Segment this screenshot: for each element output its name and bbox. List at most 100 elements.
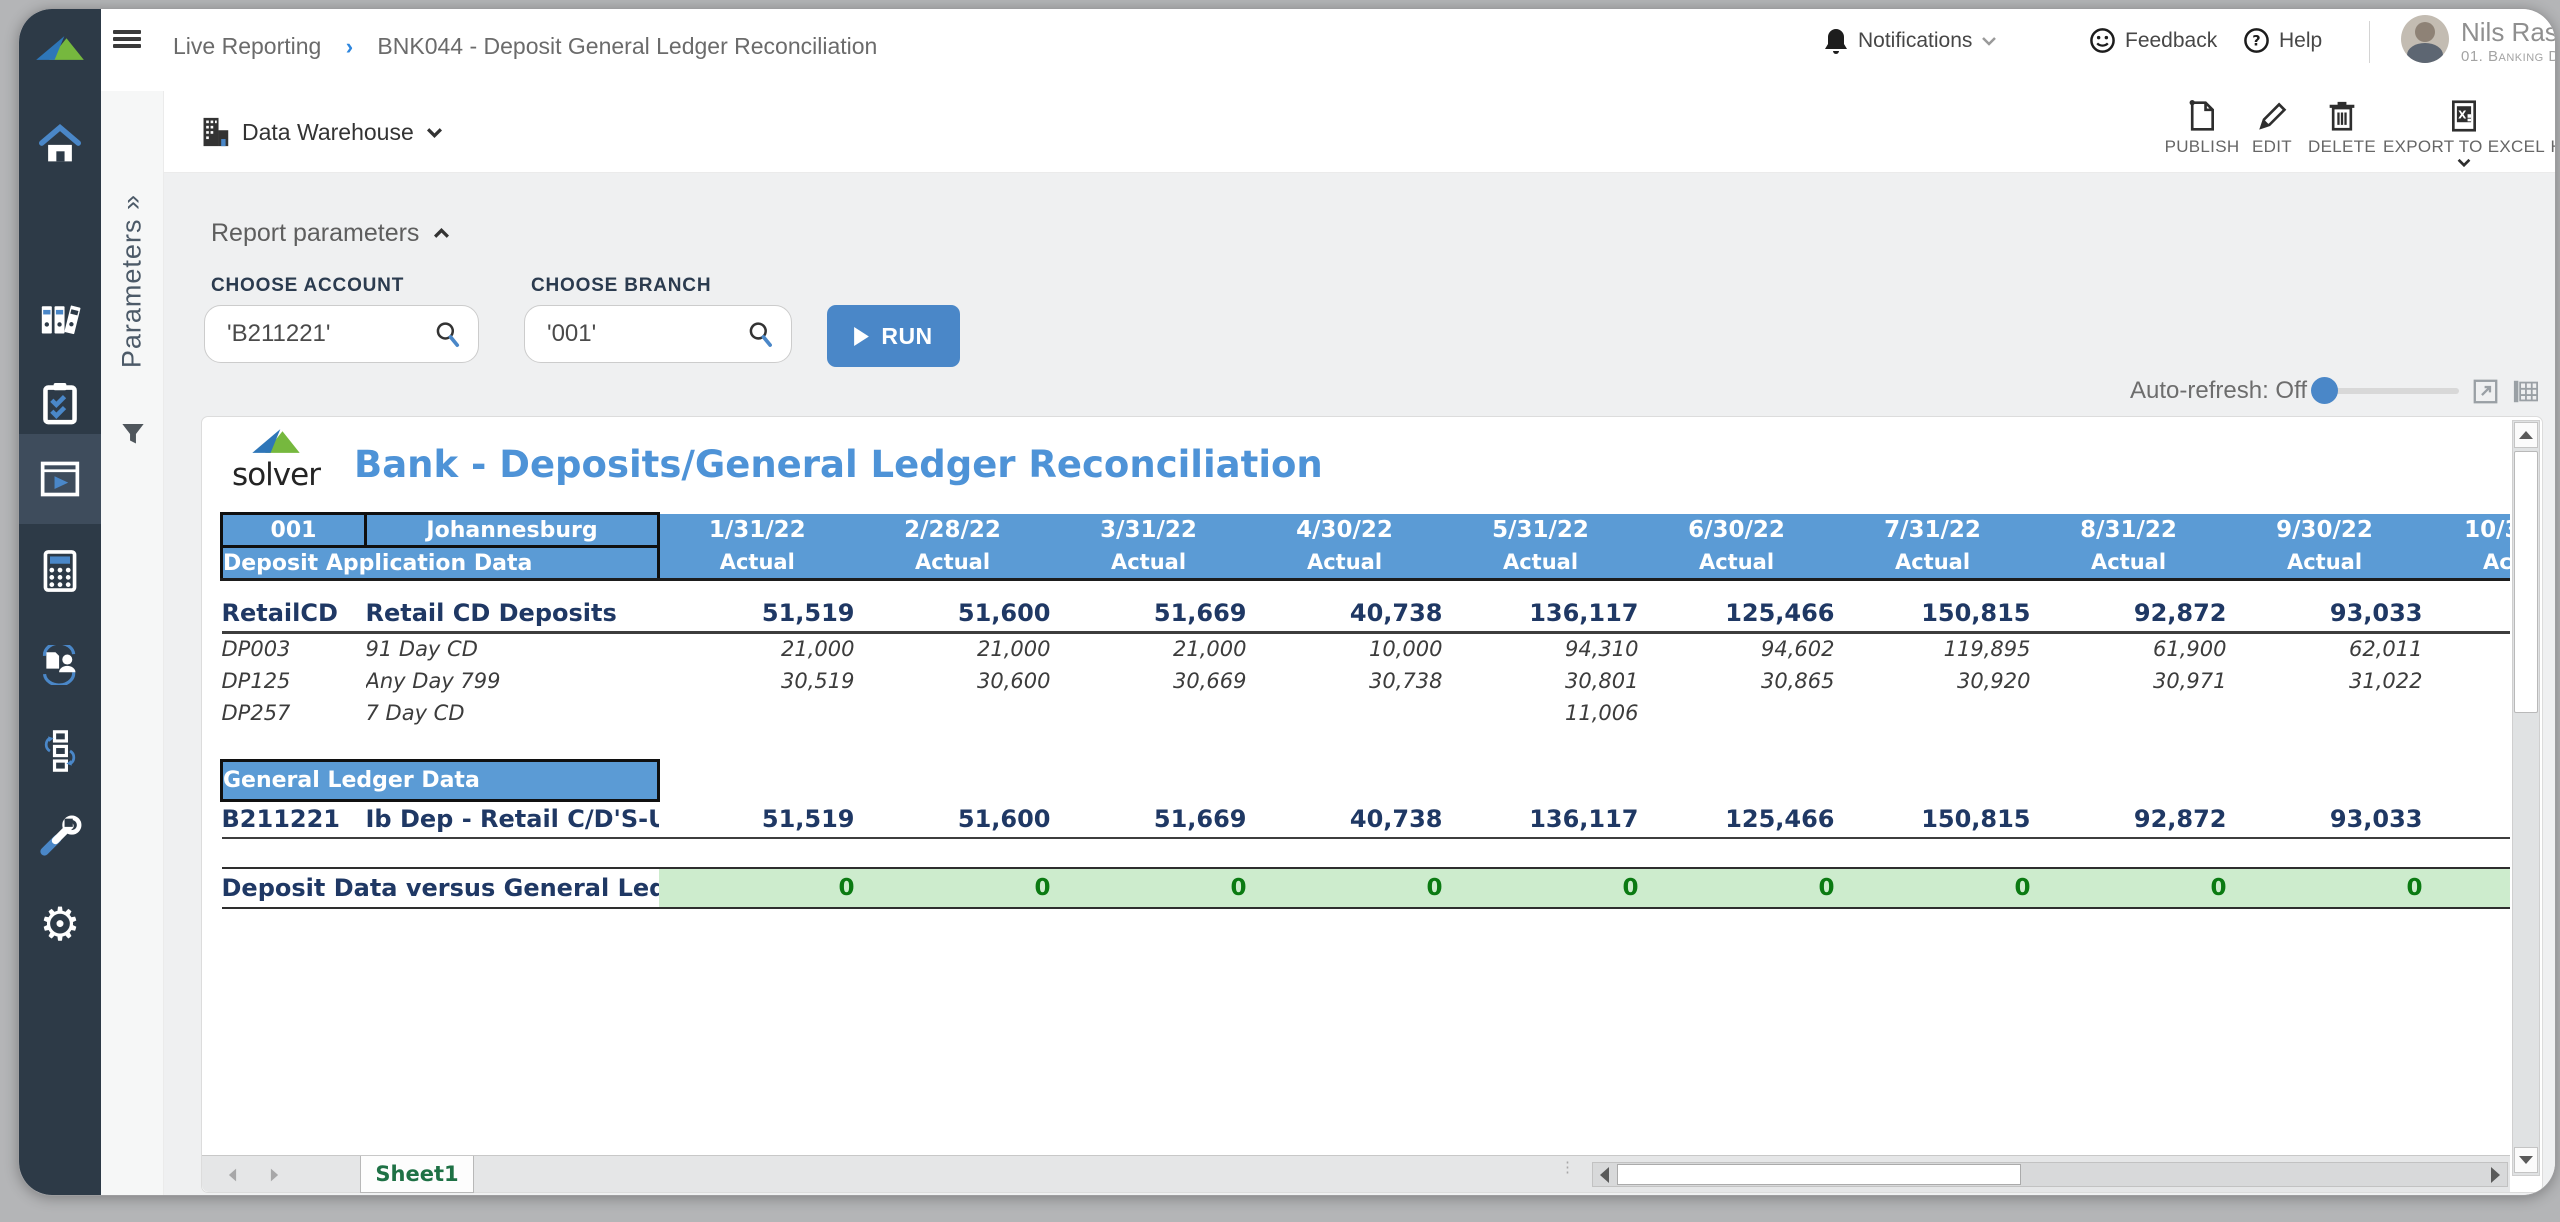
vertical-scroll-thumb[interactable] — [2514, 451, 2538, 713]
table-row: DP257 7 Day CD 11,006 — [222, 697, 2511, 729]
diff-label-cell: Deposit Data versus General Ledger — [221, 866, 659, 909]
clipboard-icon — [43, 383, 77, 425]
tab-splitter-handle[interactable]: ⋮ — [1560, 1159, 1575, 1176]
period-header-cell: 2/28/22 — [854, 513, 1051, 547]
choose-account-label: CHOOSE ACCOUNT — [211, 275, 405, 296]
choose-branch-input[interactable] — [545, 319, 746, 349]
period-header-cell: 1/31/22 — [658, 513, 855, 547]
arrow-left-icon — [228, 1168, 236, 1181]
help-icon: ? — [2244, 28, 2269, 53]
value-cell: 21,000 — [977, 637, 1051, 662]
user-info[interactable]: Nils Rasmussen 01. Banking Demo — [2461, 17, 2555, 65]
scroll-up-button[interactable] — [2514, 422, 2538, 448]
spacer-row — [222, 729, 2511, 761]
value-cell: 119,895 — [1943, 637, 2031, 662]
value-cell — [2031, 697, 2227, 729]
sheet-next-button[interactable] — [254, 1156, 294, 1193]
table-row: B211221 Ib Dep - Retail C/D'S-Under 51,5… — [221, 800, 2510, 839]
scenario-cell: Actual — [1050, 546, 1247, 581]
breadcrumb-section[interactable]: Live Reporting — [173, 33, 322, 59]
table-row: 001 Johannesburg 1/31/22 2/28/22 3/31/22… — [220, 512, 2510, 548]
sheet-prev-button[interactable] — [212, 1156, 252, 1193]
grid-view-icon[interactable] — [2512, 379, 2539, 404]
account-name-cell: Ib Dep - Retail C/D'S-Under — [365, 800, 659, 839]
publish-label: PUBLISH — [2164, 137, 2240, 156]
value-cell: 94,310 — [1565, 637, 1639, 662]
chevron-down-icon — [1982, 37, 1997, 46]
run-button[interactable]: RUN — [827, 305, 960, 367]
value-cell: 51,600 — [854, 800, 1051, 839]
scenario-cell: Actual — [1834, 546, 2031, 581]
value-cell: 11,006 — [1565, 700, 1639, 725]
data-source-dropdown[interactable]: Data Warehouse — [200, 91, 443, 173]
filter-icon — [122, 423, 144, 444]
report-parameters-toggle[interactable]: Report parameters — [211, 219, 450, 248]
scroll-down-button[interactable] — [2514, 1147, 2538, 1173]
search-icon[interactable] — [432, 316, 462, 352]
sidebar-item-assignments[interactable] — [19, 622, 101, 708]
value-cell: 30,738 — [1369, 668, 1443, 693]
diff-value-cell: 0 — [2030, 866, 2227, 909]
excel-icon: X — [2452, 100, 2476, 132]
diff-value-cell: 0 — [1834, 866, 2031, 909]
export-label: EXPORT TO EXCEL — [2383, 137, 2545, 156]
choose-account-field[interactable] — [204, 305, 479, 363]
horizontal-scroll-thumb[interactable] — [1617, 1164, 2021, 1185]
notifications-button[interactable]: Notifications — [1823, 27, 1997, 55]
sidebar-item-home[interactable] — [19, 101, 101, 187]
open-in-new-icon[interactable] — [2473, 379, 2498, 404]
help-button[interactable]: ? Help — [2243, 27, 2322, 54]
sheet-tab[interactable]: Sheet1 — [360, 1156, 474, 1193]
history-label: HISTORY — [2550, 137, 2555, 157]
choose-branch-label: CHOOSE BRANCH — [531, 275, 712, 296]
user-avatar[interactable] — [2401, 15, 2449, 63]
publish-button[interactable]: PUBLISH — [2127, 91, 2277, 173]
period-header-cell: 8/31/22 — [2030, 513, 2227, 547]
svg-text:?: ? — [2252, 33, 2260, 49]
spacer-row — [222, 580, 2511, 595]
choose-account-input[interactable] — [225, 319, 433, 349]
sidebar-item-administration[interactable] — [19, 793, 101, 879]
diff-value-cell: 0 — [1638, 866, 1835, 909]
auto-refresh-knob[interactable] — [2311, 377, 2338, 404]
report-toolbar: Data Warehouse PUBLISH EDIT — [164, 91, 2555, 173]
scroll-right-button[interactable] — [2484, 1164, 2507, 1185]
topbar: Live Reporting › BNK044 - Deposit Genera… — [101, 9, 2555, 91]
table-row: DP125 Any Day 799 30,519 30,600 30,669 3… — [222, 665, 2511, 697]
feedback-button[interactable]: Feedback — [2089, 27, 2217, 54]
sidebar-item-checklist[interactable] — [19, 360, 101, 446]
search-icon[interactable] — [745, 316, 775, 352]
sidebar-item-live-reporting[interactable] — [19, 434, 101, 524]
sidebar-item-settings[interactable]: ⚙ — [19, 881, 101, 967]
sidebar-item-workflow[interactable] — [19, 708, 101, 794]
account-name-cell: Any Day 799 — [365, 668, 501, 693]
history-button[interactable]: HISTORY — [2514, 91, 2555, 173]
sidebar-item-reports-archive[interactable] — [19, 276, 101, 362]
auto-refresh-slider[interactable] — [2311, 377, 2459, 404]
diff-value-cell: 0 — [658, 866, 855, 909]
vertical-scrollbar[interactable] — [2512, 420, 2540, 1176]
period-header-cell: 3/31/22 — [1050, 513, 1247, 547]
delete-button[interactable]: DELETE — [2267, 91, 2417, 173]
parameters-rail[interactable]: Parameters » — [101, 91, 164, 1195]
value-cell: 30,865 — [1761, 668, 1835, 693]
export-to-excel-button[interactable]: X EXPORT TO EXCEL — [2344, 91, 2555, 173]
parameters-rail-text: Parameters » — [117, 195, 148, 368]
value-cell: 150,815 — [1834, 594, 2031, 634]
branch-name-cell: Johannesburg — [364, 512, 660, 548]
value-cell: 150,815 — [1834, 800, 2031, 839]
scroll-left-button[interactable] — [1593, 1164, 1616, 1185]
horizontal-scrollbar[interactable] — [1592, 1162, 2508, 1187]
table-row: Deposit Data versus General Ledger 0 0 0… — [221, 866, 2510, 909]
warehouse-icon — [203, 117, 229, 147]
content-area: Report parameters CHOOSE ACCOUNT CHOOSE … — [164, 173, 2555, 1195]
diff-value-cell: 0 — [854, 866, 1051, 909]
value-cell: 21,000 — [1173, 637, 1247, 662]
sidebar-item-budgeting[interactable] — [19, 528, 101, 614]
hamburger-menu-button[interactable] — [113, 27, 141, 53]
solver-logo-icon — [252, 429, 300, 453]
edit-button[interactable]: EDIT — [2197, 91, 2347, 173]
choose-branch-field[interactable] — [524, 305, 792, 363]
value-cell: 31,022 — [2349, 668, 2423, 693]
value-cell: 30,600 — [977, 668, 1051, 693]
